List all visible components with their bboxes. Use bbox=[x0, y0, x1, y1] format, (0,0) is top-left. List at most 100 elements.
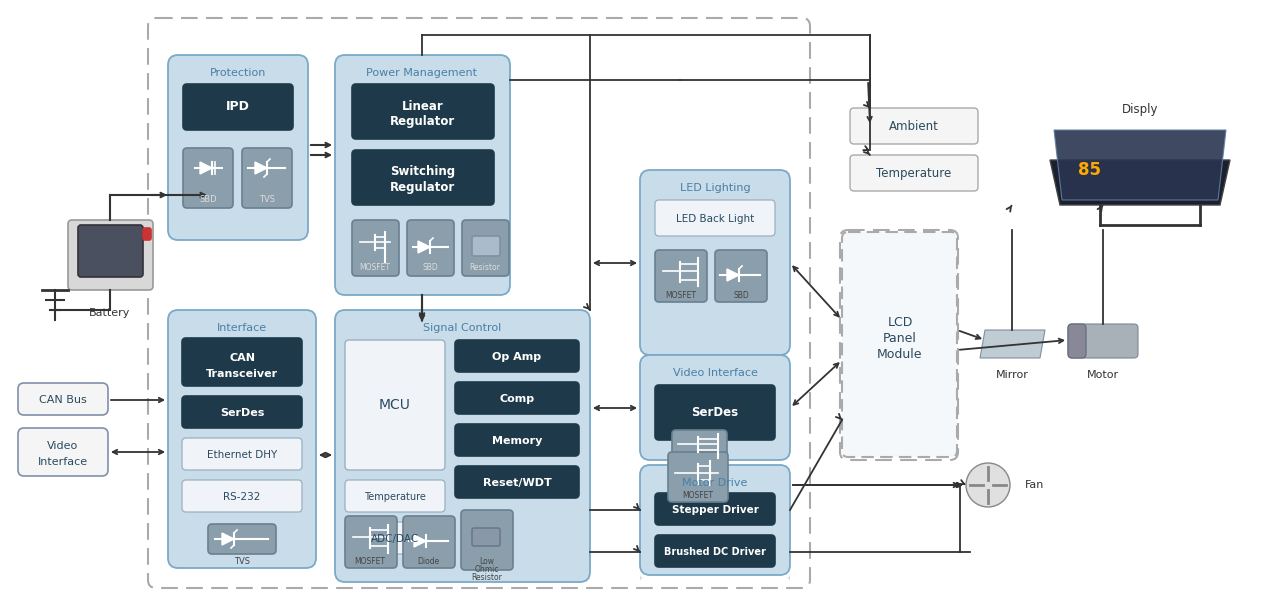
FancyBboxPatch shape bbox=[455, 424, 580, 456]
Text: Power Management: Power Management bbox=[367, 68, 478, 78]
FancyBboxPatch shape bbox=[640, 465, 790, 575]
FancyBboxPatch shape bbox=[850, 108, 978, 144]
Text: Protection: Protection bbox=[210, 68, 267, 78]
FancyBboxPatch shape bbox=[656, 200, 775, 236]
Polygon shape bbox=[222, 533, 234, 545]
Text: Resistor: Resistor bbox=[471, 574, 502, 583]
Text: Battery: Battery bbox=[89, 308, 130, 318]
FancyBboxPatch shape bbox=[345, 516, 397, 568]
Text: Panel: Panel bbox=[884, 331, 917, 345]
Text: RS-232: RS-232 bbox=[223, 492, 260, 502]
FancyBboxPatch shape bbox=[462, 220, 509, 276]
Polygon shape bbox=[980, 330, 1045, 358]
FancyBboxPatch shape bbox=[79, 225, 143, 277]
Text: Op Amp: Op Amp bbox=[492, 352, 541, 362]
Text: Regulator: Regulator bbox=[390, 115, 456, 127]
FancyBboxPatch shape bbox=[656, 535, 775, 567]
FancyBboxPatch shape bbox=[68, 220, 153, 290]
FancyBboxPatch shape bbox=[335, 310, 590, 582]
FancyBboxPatch shape bbox=[672, 430, 726, 458]
FancyBboxPatch shape bbox=[335, 55, 510, 295]
FancyBboxPatch shape bbox=[455, 340, 580, 372]
Text: Switching: Switching bbox=[390, 166, 456, 178]
Text: Fan: Fan bbox=[1025, 480, 1045, 490]
FancyBboxPatch shape bbox=[143, 228, 151, 240]
Polygon shape bbox=[1054, 130, 1226, 200]
FancyBboxPatch shape bbox=[640, 574, 790, 582]
FancyBboxPatch shape bbox=[182, 438, 301, 470]
Text: LED Lighting: LED Lighting bbox=[680, 183, 751, 193]
FancyBboxPatch shape bbox=[167, 55, 308, 240]
FancyBboxPatch shape bbox=[345, 522, 444, 554]
Text: Temperature: Temperature bbox=[365, 492, 426, 502]
Text: MOSFET: MOSFET bbox=[666, 291, 697, 300]
FancyBboxPatch shape bbox=[471, 528, 500, 546]
FancyBboxPatch shape bbox=[668, 452, 728, 502]
Text: 85: 85 bbox=[1078, 161, 1101, 179]
Text: Resistor: Resistor bbox=[470, 263, 501, 273]
Text: Temperature: Temperature bbox=[876, 168, 952, 180]
Text: LED Back Light: LED Back Light bbox=[676, 214, 755, 224]
FancyBboxPatch shape bbox=[167, 310, 316, 568]
Text: Ohmic: Ohmic bbox=[475, 566, 500, 574]
Text: Transceiver: Transceiver bbox=[206, 369, 278, 379]
Text: Video: Video bbox=[48, 441, 79, 451]
Text: MOSFET: MOSFET bbox=[359, 263, 390, 273]
Text: Motor Drive: Motor Drive bbox=[683, 478, 748, 488]
Text: Mirror: Mirror bbox=[996, 370, 1028, 380]
Text: Low: Low bbox=[479, 557, 495, 566]
Text: Motor: Motor bbox=[1087, 370, 1119, 380]
FancyBboxPatch shape bbox=[461, 510, 513, 570]
FancyBboxPatch shape bbox=[18, 428, 108, 476]
FancyBboxPatch shape bbox=[345, 340, 444, 470]
Polygon shape bbox=[419, 241, 430, 253]
Text: Memory: Memory bbox=[492, 436, 542, 446]
Text: MOSFET: MOSFET bbox=[683, 492, 714, 501]
FancyBboxPatch shape bbox=[352, 220, 399, 276]
Polygon shape bbox=[200, 162, 213, 174]
Text: TVS: TVS bbox=[259, 195, 276, 205]
FancyBboxPatch shape bbox=[182, 396, 301, 428]
Text: Brushed DC Driver: Brushed DC Driver bbox=[665, 547, 766, 557]
Text: Diode: Diode bbox=[417, 557, 439, 566]
Text: Video Interface: Video Interface bbox=[672, 368, 757, 378]
Text: Ethernet DHY: Ethernet DHY bbox=[207, 450, 277, 460]
FancyBboxPatch shape bbox=[850, 155, 978, 191]
Text: Reset/WDT: Reset/WDT bbox=[483, 478, 551, 488]
Text: Signal Control: Signal Control bbox=[422, 323, 501, 333]
Polygon shape bbox=[255, 162, 267, 174]
FancyBboxPatch shape bbox=[183, 148, 233, 208]
Polygon shape bbox=[413, 535, 426, 547]
FancyBboxPatch shape bbox=[455, 382, 580, 414]
FancyBboxPatch shape bbox=[403, 516, 455, 568]
FancyBboxPatch shape bbox=[842, 232, 957, 457]
Text: Comp: Comp bbox=[500, 394, 535, 404]
FancyBboxPatch shape bbox=[455, 466, 580, 498]
FancyBboxPatch shape bbox=[471, 236, 500, 256]
FancyBboxPatch shape bbox=[242, 148, 292, 208]
FancyBboxPatch shape bbox=[1068, 324, 1086, 358]
Text: MOSFET: MOSFET bbox=[354, 557, 385, 566]
Text: Disply: Disply bbox=[1122, 104, 1158, 117]
Text: Stepper Driver: Stepper Driver bbox=[671, 505, 759, 515]
Text: Linear: Linear bbox=[402, 100, 444, 112]
FancyBboxPatch shape bbox=[345, 480, 444, 512]
Text: SBD: SBD bbox=[422, 263, 438, 273]
Text: SerDes: SerDes bbox=[692, 407, 738, 419]
Text: Module: Module bbox=[877, 347, 922, 361]
Text: MCU: MCU bbox=[379, 398, 411, 412]
Polygon shape bbox=[726, 269, 739, 281]
Text: IPD: IPD bbox=[227, 101, 250, 114]
Text: SBD: SBD bbox=[733, 291, 748, 300]
FancyBboxPatch shape bbox=[407, 220, 453, 276]
FancyBboxPatch shape bbox=[656, 250, 707, 302]
Text: CAN Bus: CAN Bus bbox=[39, 395, 86, 405]
FancyBboxPatch shape bbox=[182, 338, 301, 386]
Text: ADC/DAC: ADC/DAC bbox=[371, 534, 419, 544]
FancyBboxPatch shape bbox=[656, 385, 775, 440]
FancyBboxPatch shape bbox=[352, 150, 495, 205]
Text: LCD: LCD bbox=[887, 316, 913, 328]
Text: SerDes: SerDes bbox=[220, 408, 264, 418]
FancyBboxPatch shape bbox=[352, 84, 495, 139]
FancyBboxPatch shape bbox=[656, 493, 775, 525]
